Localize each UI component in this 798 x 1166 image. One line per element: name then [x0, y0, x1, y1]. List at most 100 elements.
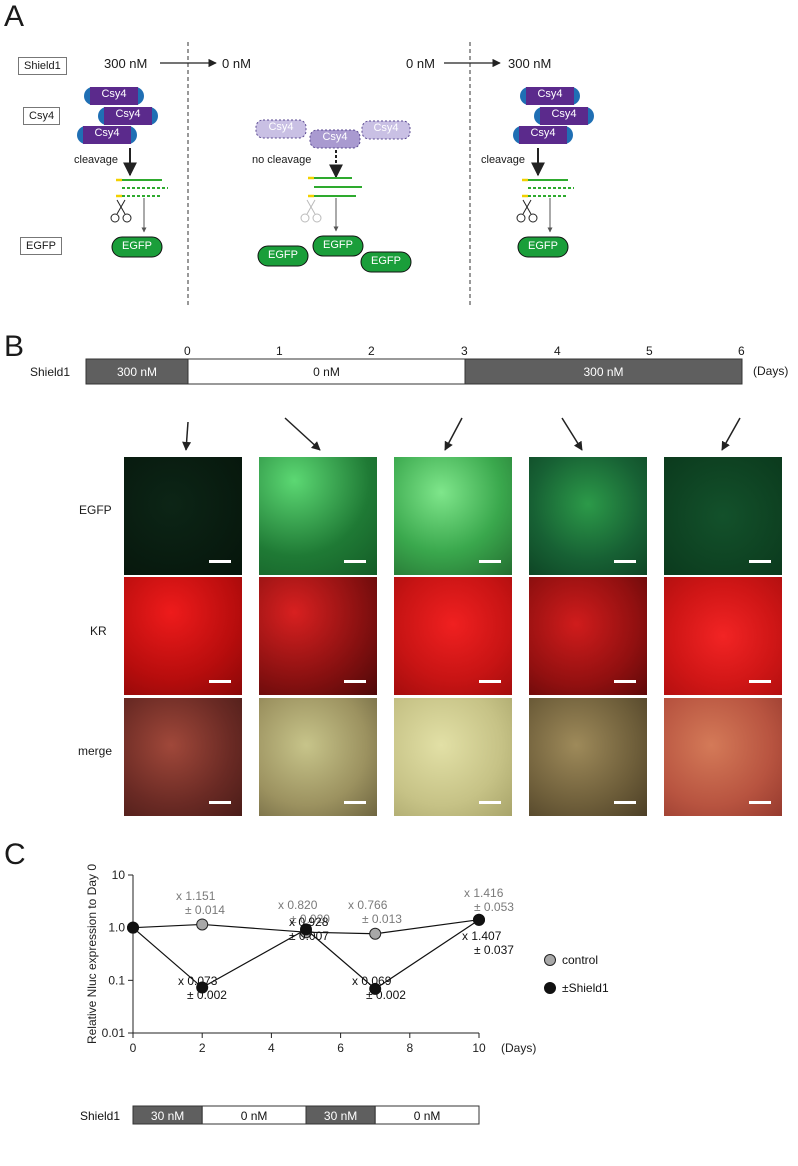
day-arrow-4 — [561, 417, 583, 451]
day-arrow-0 — [182, 421, 192, 451]
scissors-icon-middle — [300, 199, 322, 223]
shield-annotation-sd: ± 0.007 — [289, 929, 329, 943]
micrograph-egfp-day3 — [394, 457, 512, 575]
micrograph-merge-day4 — [529, 698, 647, 816]
panel-b-timeline — [85, 358, 743, 451]
csy4-label-l3: Csy4 — [94, 127, 120, 139]
bar-seg-1-shape — [85, 358, 189, 385]
bar-seg-2-shape — [187, 358, 466, 385]
control-annotation-sd: ± 0.020 — [290, 912, 330, 926]
x-tick-label: 2 — [199, 1041, 206, 1055]
shield-annotation-sd: ± 0.037 — [474, 943, 514, 957]
micrograph-egfp-day6 — [664, 457, 782, 575]
bar-seg-2-label: 0 nM — [313, 365, 340, 379]
transition-1-from: 300 nM — [104, 56, 148, 71]
egfp-label-mid2: EGFP — [323, 239, 353, 251]
micrograph-merge-day0 — [124, 698, 242, 816]
shield-label-c: Shield1 — [80, 1109, 120, 1123]
csy4-label-r1: Csy4 — [537, 88, 563, 100]
egfp-pill-right-shape — [517, 236, 569, 258]
shield-annotation-sd: ± 0.002 — [187, 988, 227, 1002]
csy4-label-m3: Csy4 — [373, 122, 399, 134]
x-axis-label: (Days) — [501, 1041, 536, 1055]
rna-strands-left — [116, 178, 168, 198]
legend-control-label: control — [562, 953, 598, 967]
shield-annotation-sd: ± 0.002 — [366, 988, 406, 1002]
csy4-row-label: Csy4 — [23, 107, 61, 125]
y-tick-label: 0.1 — [108, 973, 125, 987]
shield-bar-label: 30 nM — [151, 1109, 184, 1123]
control-annotation-sd: ± 0.014 — [185, 903, 225, 917]
egfp-label-mid1: EGFP — [268, 249, 298, 261]
rna-strands-middle — [308, 176, 362, 198]
shield-bar-segment — [374, 1105, 480, 1125]
bar-seg-1-label: 300 nM — [116, 365, 158, 379]
x-tick-label: 0 — [130, 1041, 137, 1055]
egfp-pill-mid3-shape — [360, 251, 412, 273]
csy4-stack-right — [513, 87, 594, 144]
bar-seg-3-label: 300 nM — [583, 365, 624, 379]
micrograph-kr-day4 — [529, 577, 647, 695]
shield-point — [369, 982, 382, 995]
egfp-label-left: EGFP — [122, 240, 152, 252]
csy4-label-r3: Csy4 — [530, 127, 556, 139]
csy4-label-l2: Csy4 — [115, 108, 141, 120]
cleavage-label-right: cleavage — [481, 154, 526, 166]
micrograph-kr-day3 — [394, 577, 512, 695]
control-annotation-value: x 1.416 — [464, 886, 504, 900]
control-annotation-value: x 1.151 — [176, 889, 216, 903]
control-annotation-value: x 0.766 — [348, 898, 388, 912]
bar-seg-3-shape — [464, 358, 743, 385]
scissors-icon-right — [516, 199, 538, 223]
csy4-label-m2: Csy4 — [322, 131, 348, 143]
row-label-merge: merge — [78, 744, 113, 758]
row-label-kr: KR — [90, 624, 107, 638]
shield-bar-label: 0 nM — [414, 1109, 441, 1123]
day-arrow-3 — [444, 417, 463, 451]
x-tick-label: 6 — [337, 1041, 344, 1055]
micrograph-merge-day6 — [664, 698, 782, 816]
transition-2-to: 300 nM — [508, 56, 552, 71]
rna-strands-right — [522, 178, 574, 198]
egfp-pill-mid2-shape — [312, 235, 364, 257]
control-annotation-value: x 0.820 — [278, 898, 318, 912]
legend-control-marker — [544, 954, 556, 966]
micrograph-kr-day1 — [259, 577, 377, 695]
no-cleavage-label: no cleavage — [252, 154, 312, 166]
days-unit-b: (Days) — [753, 364, 789, 378]
shield-point — [300, 923, 312, 936]
csy4-stack-left — [77, 87, 158, 144]
egfp-label-mid3: EGFP — [371, 255, 401, 267]
legend-shield-marker — [544, 982, 556, 994]
egfp-pill-left-shape — [111, 236, 163, 258]
day-tick-0: 0 — [184, 344, 191, 358]
nluc-chart: 10 1.0 0.1 0.01 0 2 4 6 8 10 (Days) Relative Nluc e… — [80, 864, 609, 1125]
y-tick-label: 10 — [112, 868, 126, 882]
egfp-label-right: EGFP — [528, 240, 558, 252]
micrograph-kr-day0 — [124, 577, 242, 695]
micrograph-merge-day3 — [394, 698, 512, 816]
shield-annotation-value: x 0.073 — [178, 974, 218, 988]
panel-c-letter: C — [4, 838, 26, 871]
control-point — [369, 927, 382, 940]
micrograph-egfp-day4 — [529, 457, 647, 575]
y-tick-label: 1.0 — [108, 921, 125, 935]
control-point — [196, 918, 209, 931]
control-annotation-sd: ± 0.053 — [474, 900, 514, 914]
transition-1-to: 0 nM — [222, 56, 251, 71]
egfp-row-label: EGFP — [20, 237, 62, 255]
day-tick-6: 6 — [738, 344, 745, 358]
panel-a-letter: A — [4, 0, 25, 33]
panel-a-diagram — [77, 42, 594, 308]
shield-bar-label: 30 nM — [324, 1109, 357, 1123]
cleavage-label-left: cleavage — [74, 154, 119, 166]
micrograph-merge-day1 — [259, 698, 377, 816]
shield-annotation-value: x 0.928 — [289, 915, 329, 929]
scissors-icon-left — [110, 199, 132, 223]
egfp-pill-mid1-shape — [257, 245, 309, 267]
micrograph-egfp-day1 — [259, 457, 377, 575]
shield-point — [127, 921, 139, 934]
day-tick-1: 1 — [276, 344, 283, 358]
y-tick-label: 0.01 — [102, 1026, 126, 1040]
shield-annotation-value: x 0.069 — [352, 974, 392, 988]
